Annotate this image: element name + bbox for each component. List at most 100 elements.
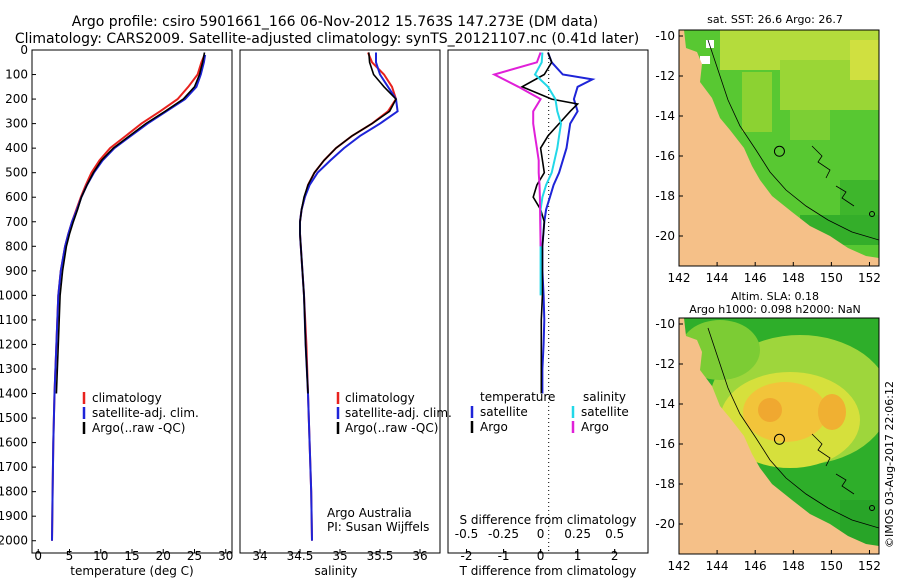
pressure-tick-label-11: 1100 — [0, 313, 28, 327]
sla-map: Altim. SLA: 0.18 Argo h1000: 0.098 h2000… — [655, 290, 881, 573]
pressure-tick-label-12: 1200 — [0, 337, 28, 351]
temperature-xtick-label-a-1: 5 — [66, 549, 74, 563]
sst_map-lat-label-5: -20 — [655, 229, 675, 243]
temperature-xtick-label-a-4: 20 — [156, 549, 171, 563]
pressure-ticks: 0 100 200 300 400 500 600 700 800 900 1000 1100 1200… — [0, 43, 36, 548]
difference-xtick-label-b-1: -0.25 — [488, 527, 519, 541]
sla-argo-position — [773, 433, 785, 445]
difference-xtick-label-a-3: 1 — [574, 549, 582, 563]
sla-isobath — [707, 327, 879, 529]
difference-xtick-label-a-4: 2 — [611, 549, 619, 563]
imos-credit: ©IMOS 03-Aug-2017 22:06:12 — [883, 381, 896, 548]
sst-patch-2 — [850, 40, 879, 80]
difference-xtick-label-a-2: 0 — [537, 549, 545, 563]
difference-series-0 — [541, 52, 596, 394]
salinity-xtick-label-a-1: 34.5 — [287, 549, 314, 563]
pressure-tick-label-19: 1900 — [0, 509, 28, 523]
temperature-xtick-label-a-2: 10 — [93, 549, 108, 563]
salinity-series-1 — [299, 52, 399, 541]
sst-isobath — [707, 39, 879, 241]
salinity-axes-frame — [239, 49, 441, 554]
sla_map-lon-label-4: 150 — [820, 559, 843, 573]
sst-patch-1 — [742, 72, 772, 132]
difference-series-3 — [491, 52, 542, 247]
pressure-tick-label-5: 500 — [5, 166, 28, 180]
sst_map-lon-label-3: 148 — [782, 271, 805, 285]
salinity-series — [299, 52, 399, 541]
temperature-legend-clim: climatology — [92, 391, 162, 405]
difference-axes-frame — [447, 49, 649, 554]
difference-xtick-label-b-0: -0.5 — [455, 527, 478, 541]
sst-argo-position — [773, 145, 785, 157]
salinity-ticks: 34 34.5 35 35.5 36 — [252, 549, 428, 563]
difference-panel: -2 -1 0 1 2 -0.5 -0.25 0 0.25 0.5 T difference fr… — [447, 49, 649, 578]
salinity-panel: 34 34.5 35 35.5 36 salinity climatology sate… — [239, 49, 452, 578]
sla-float-marker — [869, 505, 875, 511]
pressure-tick-label-2: 200 — [5, 92, 28, 106]
sla-high-3 — [743, 382, 827, 442]
sla-map-frame — [678, 317, 880, 555]
sst_map-lon-label-0: 142 — [668, 271, 691, 285]
temperature-xlabel: temperature (deg C) — [70, 564, 193, 578]
sst-patch-3 — [790, 110, 830, 140]
legend-header-temperature: temperature — [480, 390, 555, 404]
pressure-tick-label-4: 400 — [5, 141, 28, 155]
sst_map-lat-label-4: -18 — [655, 189, 675, 203]
difference-xlabel-s: S difference from climatology — [460, 513, 637, 527]
salinity-series-2 — [299, 52, 397, 394]
temperature-xtick-label-a-5: 25 — [187, 549, 202, 563]
temperature-legend-argo: Argo(..raw -QC) — [92, 421, 185, 435]
sla-peak-2 — [818, 394, 846, 430]
sla_map-lon-label-3: 148 — [782, 559, 805, 573]
pressure-tick-label-13: 1300 — [0, 362, 28, 376]
salinity-legend-clim: climatology — [345, 391, 415, 405]
temperature-series-1 — [51, 54, 207, 541]
pressure-tick-label-0: 0 — [20, 43, 28, 57]
sla-map-subtitle: Argo h1000: 0.098 h2000: NaN — [689, 303, 861, 316]
temperature-ticks: 0 5 10 15 20 25 30 — [34, 549, 233, 563]
difference-xtick-label-a-1: -1 — [498, 549, 510, 563]
sst-land — [679, 30, 879, 266]
sst-reef — [811, 145, 855, 207]
salinity-xtick-label-a-3: 35.5 — [367, 549, 394, 563]
temperature-axes-frame — [31, 49, 233, 554]
salinity-xtick-label-a-0: 34 — [252, 549, 267, 563]
salinity-legend: climatology satellite-adj. clim. Argo(..… — [336, 391, 452, 435]
sla-map-title: Altim. SLA: 0.18 — [731, 290, 819, 303]
sla_map-lat-label-1: -12 — [655, 357, 675, 371]
temperature-xtick-label-a-3: 15 — [124, 549, 139, 563]
sst_map-lat-label-0: -10 — [655, 29, 675, 43]
pressure-tick-label-6: 600 — [5, 190, 28, 204]
legend-temp-argo: Argo — [480, 420, 508, 434]
legend-sal-argo: Argo — [581, 420, 609, 434]
sst-float-marker — [869, 211, 875, 217]
salinity-legend-argo: Argo(..raw -QC) — [345, 421, 438, 435]
pressure-tick-label-3: 300 — [5, 117, 28, 131]
sst-map: sat. SST: 26.6 Argo: 26.7 142 144 146 148 15… — [655, 13, 881, 285]
sla-reef — [811, 433, 855, 495]
temperature-legend-sat: satellite-adj. clim. — [92, 406, 199, 420]
salinity-xlabel: salinity — [314, 564, 357, 578]
sst-map-ticks: 142 144 146 148 150 152 -10 -12 -14 -16 -18 -20 — [655, 29, 881, 285]
temperature-xtick-label-a-6: 30 — [218, 549, 233, 563]
pressure-tick-label-20: 2000 — [0, 534, 28, 548]
title-line-2: Climatology: CARS2009. Satellite-adjuste… — [15, 31, 639, 47]
legend-sal-satellite: satellite — [581, 405, 629, 419]
sst_map-lon-label-5: 152 — [858, 271, 881, 285]
pressure-tick-label-14: 1400 — [0, 387, 28, 401]
pressure-tick-label-8: 800 — [5, 239, 28, 253]
sla_map-lon-label-2: 146 — [744, 559, 767, 573]
temperature-series — [51, 52, 207, 541]
sst_map-lon-label-2: 146 — [744, 271, 767, 285]
sst_map-lat-label-2: -14 — [655, 109, 675, 123]
sla-peak-1 — [758, 398, 782, 422]
pressure-tick-label-10: 1000 — [0, 288, 28, 302]
salinity-note-line1: Argo Australia — [327, 506, 412, 520]
difference-xtick-label-a-0: -2 — [461, 549, 473, 563]
difference-series-1 — [520, 52, 580, 394]
sst-missing-2 — [700, 56, 710, 64]
sla_map-lon-label-5: 152 — [858, 559, 881, 573]
sst_map-lon-label-4: 150 — [820, 271, 843, 285]
sst-missing-1 — [706, 40, 714, 48]
